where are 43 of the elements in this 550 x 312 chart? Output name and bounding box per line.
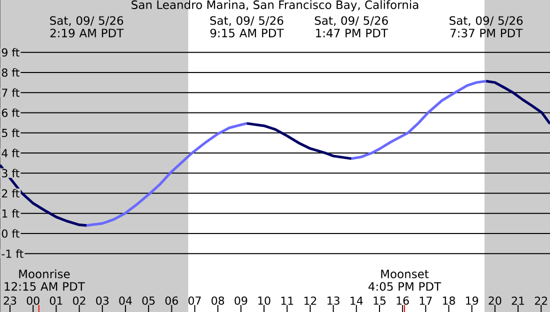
annotation: Sat, 09/ 5/26 9:15 AM PDT bbox=[210, 16, 284, 38]
x-tick-label: 23 bbox=[4, 296, 16, 305]
x-tick-label: 00 bbox=[26, 296, 40, 305]
y-tick-label: 9 ft bbox=[2, 48, 20, 57]
y-tick-label: 1 ft bbox=[2, 209, 20, 218]
x-tick-label: 05 bbox=[142, 296, 155, 305]
x-tick-label: 01 bbox=[50, 296, 62, 305]
x-tick-label: 09 bbox=[234, 296, 248, 305]
y-tick-label: 6 ft bbox=[2, 108, 20, 117]
x-tick-label: 20 bbox=[488, 296, 502, 305]
x-tick-label: 17 bbox=[420, 296, 432, 305]
y-tick-label: 2 ft bbox=[2, 189, 20, 198]
y-tick-label: 3 ft bbox=[2, 168, 20, 178]
y-tick-label: 5 ft bbox=[2, 128, 20, 138]
y-tick-label: -1 ft bbox=[2, 249, 24, 258]
x-tick-label: 08 bbox=[212, 296, 224, 305]
x-tick-label: 06 bbox=[165, 296, 178, 305]
annotation: Sat, 09/ 5/26 1:47 PM PDT bbox=[314, 16, 388, 38]
y-tick-label: 4 ft bbox=[2, 148, 20, 158]
x-tick-label: 14 bbox=[350, 296, 363, 305]
x-tick-label: 11 bbox=[281, 296, 294, 305]
y-tick-label: 8 ft bbox=[2, 68, 20, 77]
y-tick-label: 7 ft bbox=[2, 88, 20, 97]
ref-line-label: Moonset 4:05 PM PDT bbox=[368, 270, 442, 291]
x-tick-label: 07 bbox=[188, 296, 201, 305]
x-tick-label: 04 bbox=[119, 296, 132, 305]
x-tick-label: 12 bbox=[304, 296, 316, 305]
y-tick-label: 0 ft bbox=[2, 229, 20, 238]
x-tick-label: 03 bbox=[96, 296, 108, 305]
x-tick-label: 13 bbox=[328, 296, 340, 305]
annotation: Sat, 09/ 5/26 7:37 PM PDT bbox=[450, 16, 523, 38]
x-tick-label: 22 bbox=[534, 296, 548, 305]
x-tick-label: 16 bbox=[396, 296, 409, 305]
x-tick-label: 15 bbox=[374, 296, 386, 305]
x-tick-label: 02 bbox=[73, 296, 86, 305]
x-tick-label: 10 bbox=[258, 296, 270, 305]
x-tick-label: 18 bbox=[442, 296, 456, 305]
line-series bbox=[484, 80, 550, 126]
x-tick-label: 21 bbox=[512, 296, 524, 305]
ref-line-label: Moonrise 12:15 AM PDT bbox=[4, 269, 85, 291]
annotation: Sat, 09/ 5/26 2:19 AM PDT bbox=[50, 16, 124, 38]
chart-title: San Leandro Marina, San Francisco Bay, California bbox=[132, 0, 418, 12]
x-tick-label: 19 bbox=[466, 296, 478, 305]
